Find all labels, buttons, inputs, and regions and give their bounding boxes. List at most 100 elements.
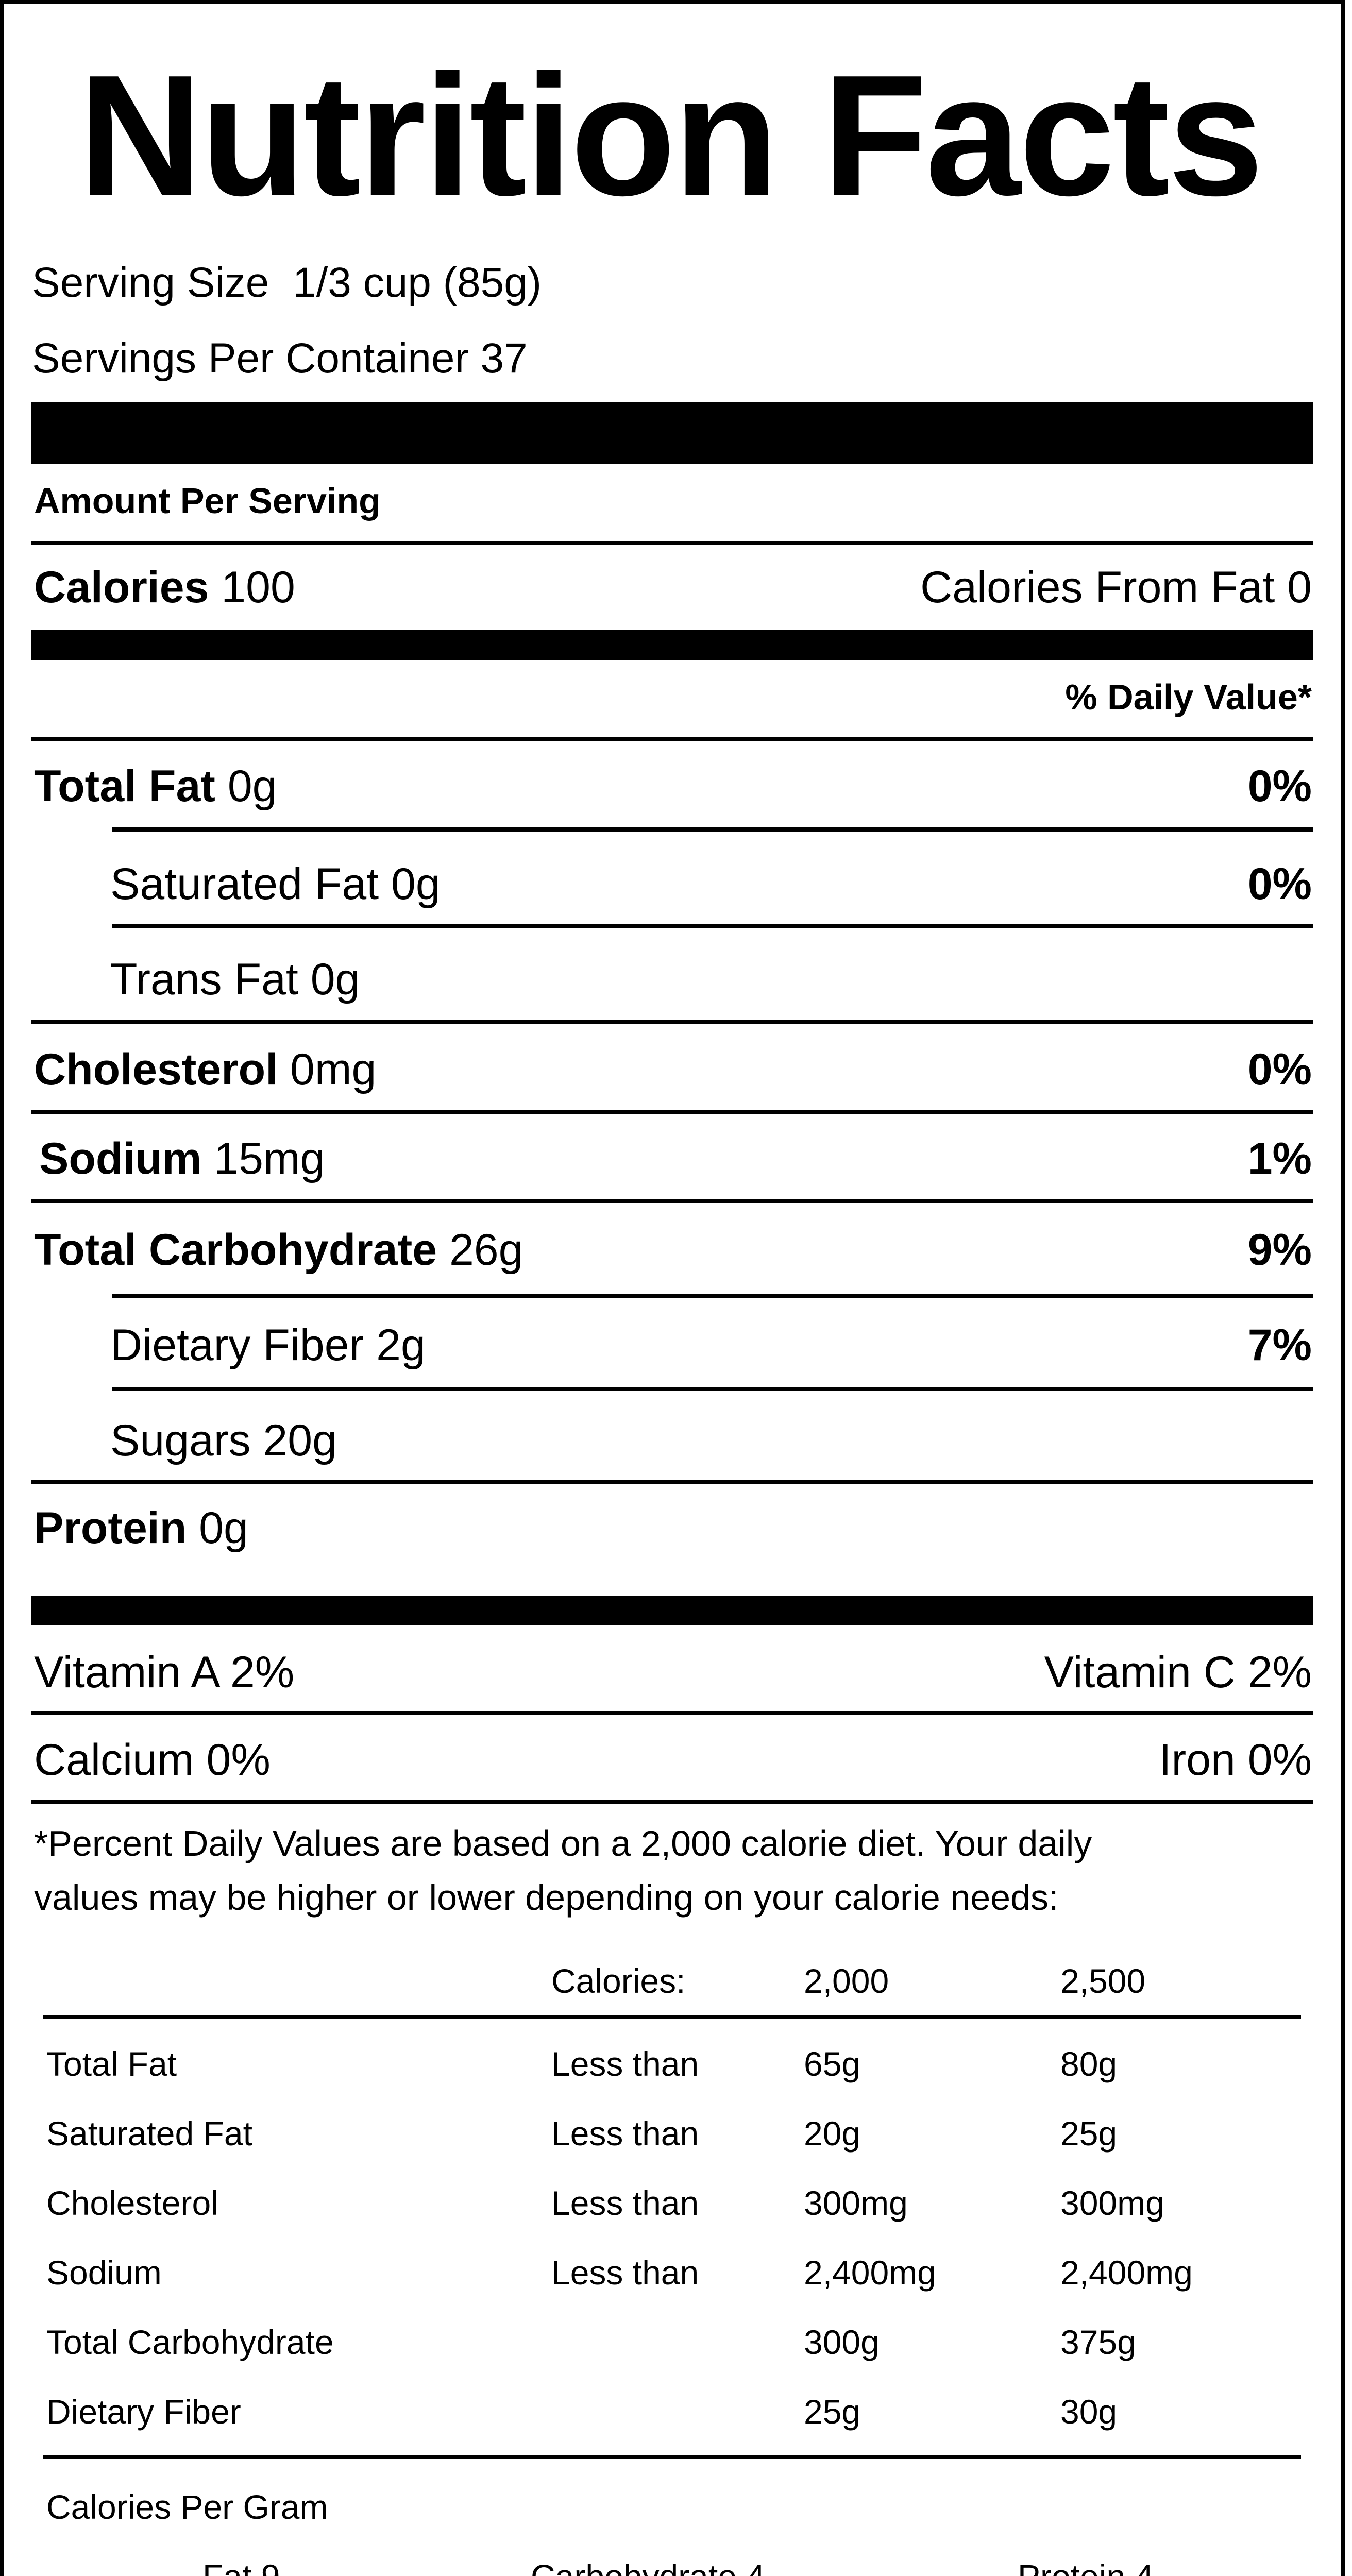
page-title: Nutrition Facts	[78, 39, 1264, 231]
calories-from-fat: Calories From Fat 0	[920, 565, 1312, 609]
nutrient-dv: 0%	[1247, 1045, 1312, 1094]
serving-size: Serving Size 1/3 cup (85g)	[32, 262, 542, 304]
divider	[112, 924, 1313, 928]
table-qualifier: Less than	[551, 2184, 699, 2222]
nutrient-row-sodium: Sodium 15mg	[39, 1137, 325, 1181]
calories-per-gram-fat: Fat 9	[202, 2560, 280, 2576]
divider	[31, 1110, 1313, 1114]
nutrient-row-protein: Protein 0g	[34, 1506, 248, 1550]
table-col2: 80g	[1060, 2045, 1118, 2083]
table-nutrient: Total Fat	[46, 2045, 177, 2083]
divider	[31, 1199, 1313, 1203]
nutrient-name: Total Fat	[34, 761, 215, 811]
table-nutrient: Sodium	[46, 2253, 162, 2292]
table-col1: 25g	[804, 2393, 861, 2431]
table-col2: 30g	[1060, 2393, 1118, 2431]
table-header-col1: 2,000	[804, 1962, 889, 2000]
vitamin-a: Vitamin A 2%	[34, 1648, 295, 1697]
iron: Iron 0%	[1159, 1735, 1312, 1785]
nutrient-name: Cholesterol	[34, 1045, 278, 1094]
table-header-label: Calories:	[551, 1962, 686, 2000]
nutrient-row-saturated-fat: Saturated Fat 0g	[110, 862, 441, 906]
nutrient-name: Sugars	[110, 1416, 251, 1465]
nutrient-name: Sodium	[39, 1134, 202, 1183]
nutrient-amount: 0g	[227, 761, 277, 811]
divider	[31, 1800, 1313, 1804]
table-qualifier: Less than	[551, 2045, 699, 2083]
servings-per-container: Servings Per Container 37	[32, 337, 528, 380]
footnote-line-2: values may be higher or lower depending …	[34, 1877, 1059, 1918]
nutrient-dv: 7%	[1247, 1320, 1312, 1370]
nutrient-name: Dietary Fiber	[110, 1320, 364, 1370]
nutrient-row-trans-fat: Trans Fat 0g	[110, 957, 360, 1002]
daily-value-header: % Daily Value*	[1065, 677, 1312, 717]
table-col1: 65g	[804, 2045, 861, 2083]
nutrient-row-cholesterol: Cholesterol 0mg	[34, 1047, 376, 1092]
table-header-col2: 2,500	[1060, 1962, 1146, 2000]
nutrient-amount: 20g	[263, 1416, 337, 1465]
nutrient-amount: 26g	[449, 1225, 523, 1275]
divider	[112, 827, 1313, 832]
amount-per-serving: Amount Per Serving	[34, 481, 381, 521]
divider	[31, 737, 1313, 741]
thick-divider	[31, 1596, 1313, 1625]
serving-size-label: Serving Size	[32, 259, 269, 306]
nutrient-amount: 2g	[376, 1320, 426, 1370]
nutrient-dv: 1%	[1247, 1134, 1312, 1183]
table-nutrient: Cholesterol	[46, 2184, 218, 2222]
nutrient-name: Protein	[34, 1503, 187, 1553]
table-divider	[43, 2015, 1301, 2019]
nutrient-row-dietary-fiber: Dietary Fiber 2g	[110, 1323, 426, 1367]
footnote-line-1: *Percent Daily Values are based on a 2,0…	[34, 1823, 1092, 1863]
calcium: Calcium 0%	[34, 1735, 271, 1785]
table-divider	[43, 2455, 1301, 2459]
calories-per-gram-label: Calories Per Gram	[46, 2488, 328, 2526]
servings-per-container-value: 37	[480, 335, 528, 382]
vitamin-c: Vitamin C 2%	[1044, 1648, 1312, 1697]
servings-per-container-label: Servings Per Container	[32, 335, 469, 382]
calories-from-fat-label: Calories From Fat	[920, 563, 1275, 612]
calories-per-gram-carbohydrate: Carbohydrate 4	[531, 2560, 765, 2576]
table-nutrient: Saturated Fat	[46, 2114, 252, 2153]
divider	[31, 1480, 1313, 1484]
divider	[31, 1020, 1313, 1024]
nutrient-amount: 0g	[310, 955, 360, 1004]
table-col1: 20g	[804, 2114, 861, 2153]
calories-row: Calories 100	[34, 565, 295, 609]
divider	[112, 1294, 1313, 1298]
table-col2: 375g	[1060, 2323, 1136, 2361]
nutrient-row-total-fat: Total Fat 0g	[34, 764, 277, 808]
calories-value: 100	[221, 563, 295, 612]
thick-divider	[31, 402, 1313, 464]
table-col2: 2,400mg	[1060, 2253, 1193, 2292]
nutrient-dv: 0%	[1247, 859, 1312, 909]
divider	[31, 1711, 1313, 1715]
table-nutrient: Total Carbohydrate	[46, 2323, 334, 2361]
nutrient-row-sugars: Sugars 20g	[110, 1418, 337, 1463]
table-nutrient: Dietary Fiber	[46, 2393, 241, 2431]
calories-label: Calories	[34, 563, 209, 612]
calories-per-gram-protein: Protein 4	[1018, 2560, 1154, 2576]
divider	[112, 1387, 1313, 1391]
table-col1: 300mg	[804, 2184, 908, 2222]
nutrient-name: Trans Fat	[110, 955, 298, 1004]
nutrient-dv: 9%	[1247, 1225, 1312, 1275]
nutrient-amount: 15mg	[214, 1134, 325, 1183]
nutrient-name: Total Carbohydrate	[34, 1225, 437, 1275]
serving-size-value: 1/3 cup (85g)	[292, 259, 542, 306]
divider	[31, 541, 1313, 545]
table-col2: 25g	[1060, 2114, 1118, 2153]
nutrient-amount: 0mg	[290, 1045, 377, 1094]
nutrient-dv: 0%	[1247, 761, 1312, 811]
nutrient-name: Saturated Fat	[110, 859, 379, 909]
nutrient-row-total-carbohydrate: Total Carbohydrate 26g	[34, 1228, 523, 1272]
medium-divider	[31, 630, 1313, 660]
table-col2: 300mg	[1060, 2184, 1164, 2222]
table-qualifier: Less than	[551, 2114, 699, 2153]
table-col1: 300g	[804, 2323, 880, 2361]
table-qualifier: Less than	[551, 2253, 699, 2292]
nutrient-amount: 0g	[391, 859, 441, 909]
table-col1: 2,400mg	[804, 2253, 936, 2292]
calories-from-fat-value: 0	[1287, 563, 1312, 612]
nutrient-amount: 0g	[199, 1503, 248, 1553]
